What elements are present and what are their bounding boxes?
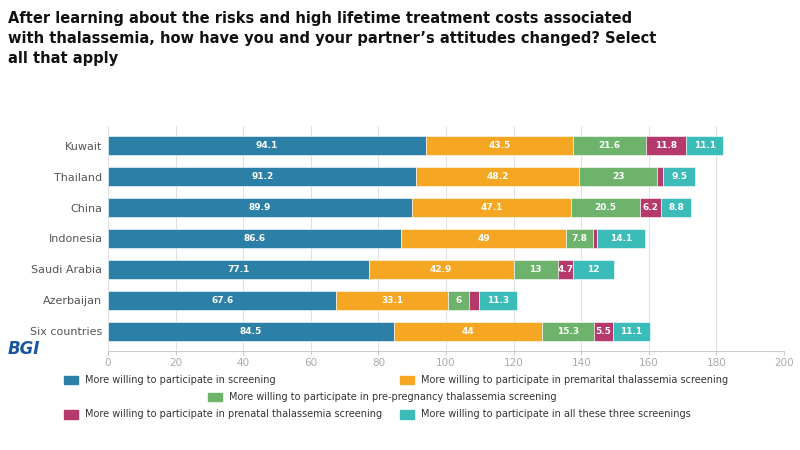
Bar xyxy=(108,291,337,310)
Text: 48.2: 48.2 xyxy=(486,172,509,181)
Text: 6: 6 xyxy=(455,296,462,305)
Text: 15.3: 15.3 xyxy=(557,327,579,336)
Text: 91.2: 91.2 xyxy=(251,172,274,181)
Text: 11.1: 11.1 xyxy=(620,327,642,336)
Bar xyxy=(579,167,657,186)
Bar xyxy=(426,136,573,155)
Bar xyxy=(571,198,640,217)
Bar xyxy=(597,229,645,248)
Text: 4.7: 4.7 xyxy=(558,265,574,274)
Text: 94.1: 94.1 xyxy=(256,141,278,150)
Bar xyxy=(542,322,594,341)
Text: 20.5: 20.5 xyxy=(594,203,617,212)
Bar xyxy=(416,167,579,186)
Bar xyxy=(662,198,691,217)
Text: 12: 12 xyxy=(587,265,600,274)
Bar xyxy=(646,136,686,155)
Text: 89.9: 89.9 xyxy=(249,203,271,212)
Text: 6.2: 6.2 xyxy=(643,203,658,212)
Text: 33.1: 33.1 xyxy=(382,296,403,305)
Text: More willing to participate in pre-pregnancy thalassemia screening: More willing to participate in pre-pregn… xyxy=(229,392,556,402)
Text: 77.1: 77.1 xyxy=(227,265,250,274)
Bar xyxy=(401,229,566,248)
Text: More willing to participate in prenatal thalassemia screening: More willing to participate in prenatal … xyxy=(85,410,382,419)
Text: 23: 23 xyxy=(612,172,624,181)
Bar xyxy=(108,136,426,155)
Text: 11.1: 11.1 xyxy=(694,141,716,150)
Bar xyxy=(593,229,597,248)
Text: More willing to participate in all these three screenings: More willing to participate in all these… xyxy=(421,410,690,419)
Bar xyxy=(573,136,646,155)
Text: 21.6: 21.6 xyxy=(598,141,621,150)
Bar xyxy=(663,167,695,186)
Text: More willing to participate in screening: More willing to participate in screening xyxy=(85,375,275,385)
Bar xyxy=(108,260,369,279)
Bar xyxy=(657,167,663,186)
Text: 8.8: 8.8 xyxy=(668,203,684,212)
Text: More willing to participate in premarital thalassemia screening: More willing to participate in premarita… xyxy=(421,375,728,385)
Text: 49: 49 xyxy=(477,234,490,243)
Bar xyxy=(558,260,574,279)
Bar xyxy=(640,198,662,217)
Bar xyxy=(448,291,469,310)
Bar xyxy=(412,198,571,217)
Bar xyxy=(369,260,514,279)
Text: 42.9: 42.9 xyxy=(430,265,452,274)
Text: 5.5: 5.5 xyxy=(595,327,611,336)
Bar xyxy=(574,260,614,279)
Text: 13: 13 xyxy=(530,265,542,274)
Text: 11.8: 11.8 xyxy=(655,141,677,150)
Text: 43.5: 43.5 xyxy=(489,141,510,150)
Bar xyxy=(478,291,517,310)
Bar xyxy=(108,322,394,341)
Text: 67.6: 67.6 xyxy=(211,296,234,305)
Bar xyxy=(108,167,416,186)
Text: After learning about the risks and high lifetime treatment costs associated
with: After learning about the risks and high … xyxy=(8,11,656,66)
Bar xyxy=(469,291,478,310)
Text: 44: 44 xyxy=(462,327,474,336)
Bar xyxy=(514,260,558,279)
Bar xyxy=(394,322,542,341)
Text: 84.5: 84.5 xyxy=(240,327,262,336)
Bar xyxy=(686,136,723,155)
Bar xyxy=(108,229,401,248)
Bar xyxy=(337,291,448,310)
Text: 14.1: 14.1 xyxy=(610,234,632,243)
Text: BGI: BGI xyxy=(8,340,40,358)
Text: 9.5: 9.5 xyxy=(671,172,687,181)
Text: 7.8: 7.8 xyxy=(571,234,587,243)
Bar xyxy=(566,229,593,248)
Text: 11.3: 11.3 xyxy=(487,296,509,305)
Text: 86.6: 86.6 xyxy=(243,234,266,243)
Text: 47.1: 47.1 xyxy=(480,203,502,212)
Bar xyxy=(594,322,613,341)
Bar xyxy=(613,322,650,341)
Bar xyxy=(108,198,412,217)
